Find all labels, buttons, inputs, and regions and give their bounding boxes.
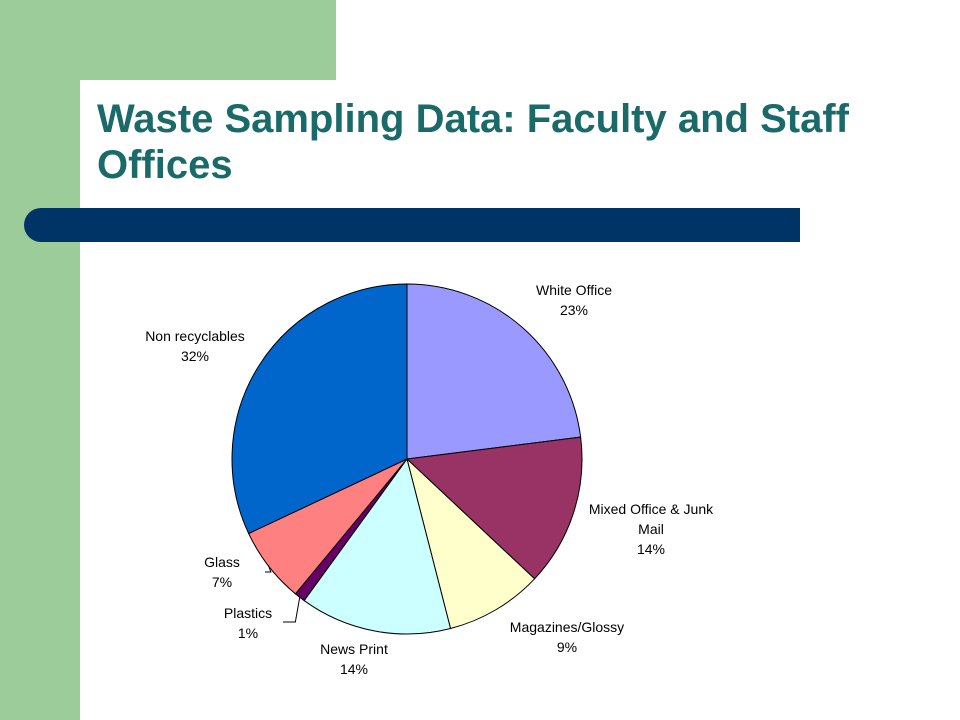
pie-slice-mixed-office-junk-mail [405,436,583,580]
pie-labels: White Office 23% Mixed Office & Junk Mail 14… [145,282,714,677]
pie-slices [231,283,583,635]
pie-label: White Office 23% [536,282,612,318]
leader-line [265,566,272,573]
leader-line [283,597,301,623]
pie-label-name: Magazines/Glossy [510,619,624,635]
pie-label: Non recyclables 32% [145,328,245,364]
pie-slice-news-print [303,457,452,635]
pie-label: Plastics 1% [224,605,272,641]
pie-label: Mixed Office & Junk Mail 14% [589,501,714,557]
pie-label-value: 23% [560,302,588,318]
pie-label: Glass 7% [204,554,240,590]
pie-label-value: 7% [212,574,232,590]
pie-label-name: News Print [320,641,388,657]
pie-label-name: Glass [204,554,240,570]
leader-lines [265,566,301,623]
pie-label-value: 9% [557,639,577,655]
pie-label-value: 32% [181,348,209,364]
header-band [80,0,336,80]
pie-label-name: Mixed Office & Junk [589,501,714,517]
sidebar-band [0,0,80,720]
pie-label-value: 14% [340,661,368,677]
pie-label: Magazines/Glossy 9% [510,619,624,655]
pie-label: News Print 14% [320,641,388,677]
pie-label-name: Mail [638,521,664,537]
pie-label-name: Non recyclables [145,328,245,344]
content-corner [80,80,140,140]
pie-label-value: 1% [238,625,258,641]
pie-slice-white-office [406,283,582,460]
pie-label-value: 14% [637,541,665,557]
pie-slice-magazines-glossy [406,457,536,630]
pie-label-name: White Office [536,282,612,298]
pie-label-name: Plastics [224,605,272,621]
slide-title: Waste Sampling Data: Faculty and Staff O… [97,97,849,187]
pie-slice-non-recyclables [231,283,408,535]
title-underline-bar [24,208,800,242]
